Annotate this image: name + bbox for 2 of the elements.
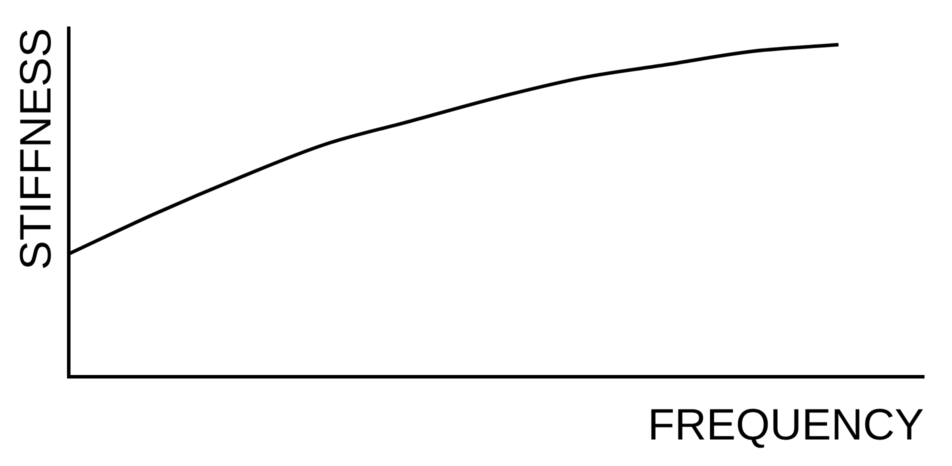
x-axis-title: FREQUENCY xyxy=(648,400,924,450)
y-axis-title: STIFFNESS xyxy=(12,28,61,270)
